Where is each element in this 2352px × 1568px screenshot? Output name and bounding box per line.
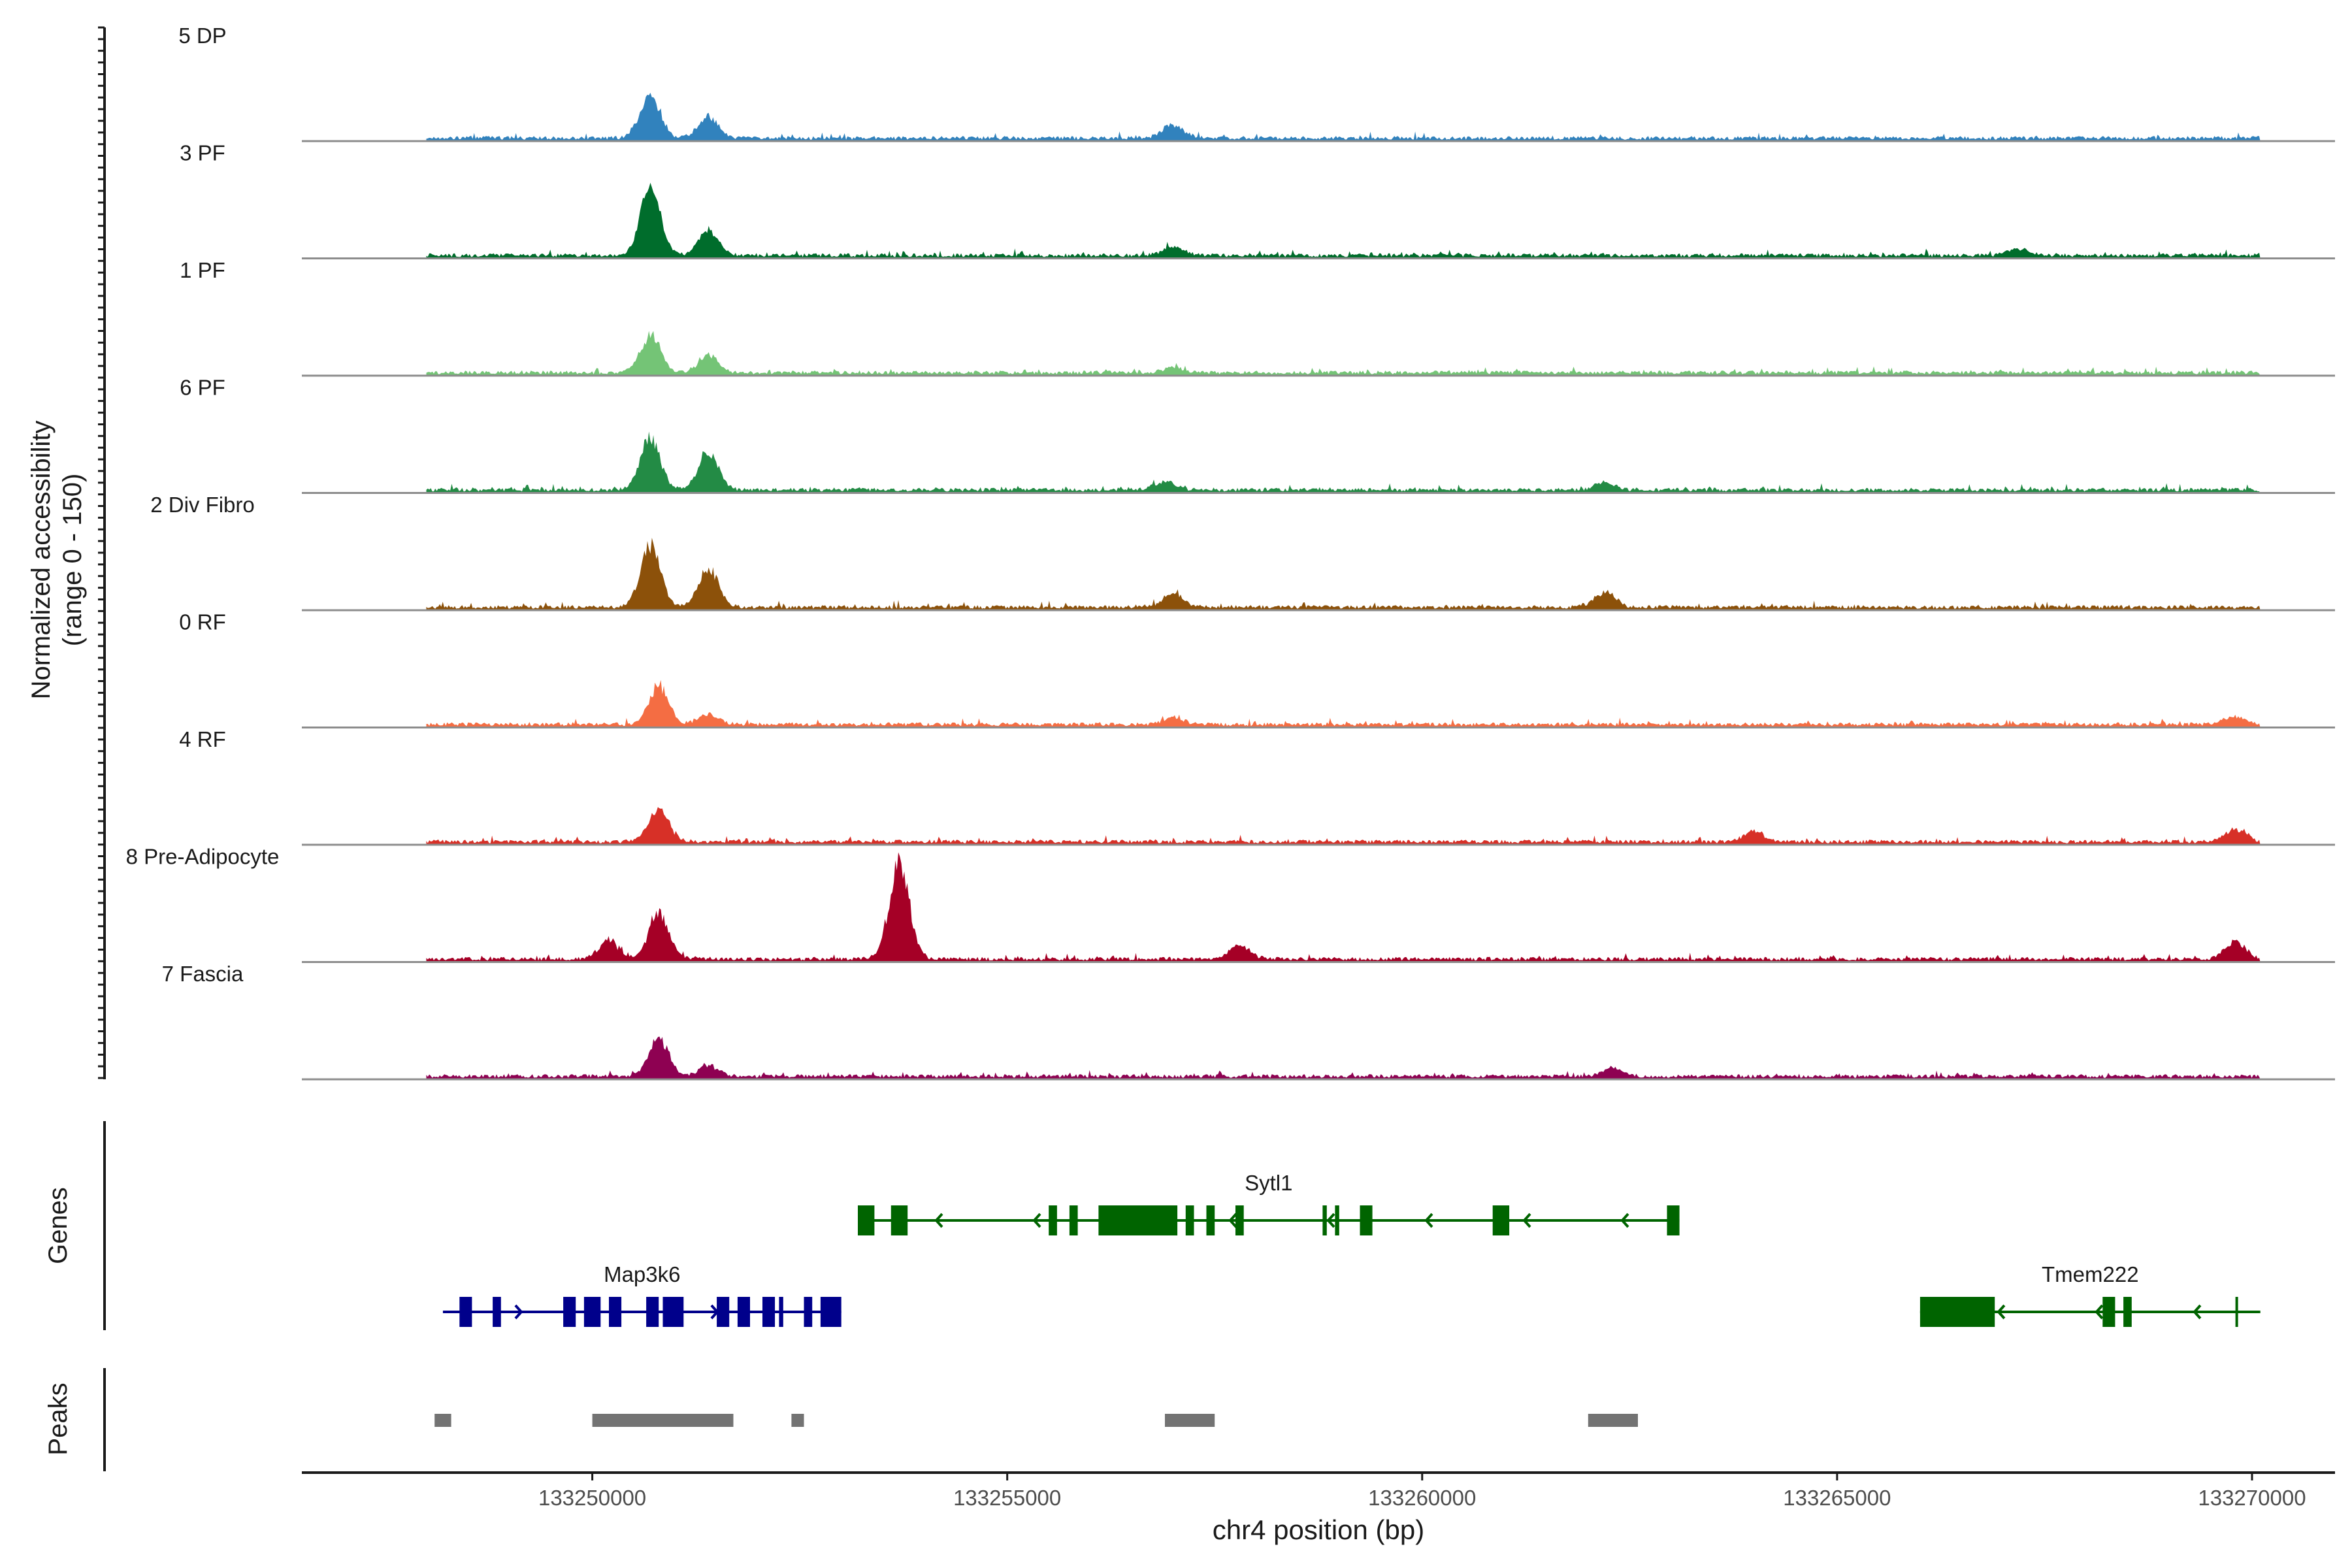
y-axis-label: Normalized accessibility [27,421,56,700]
exon [1049,1205,1057,1235]
coverage-area [426,93,2261,141]
exon [1069,1205,1078,1235]
exon [609,1297,622,1327]
exon [2235,1297,2238,1327]
coverage-track: 7 Fascia [162,962,2335,1081]
coverage-track: 2 Div Fibro [150,493,2335,612]
coverage-track: 5 DP [178,24,2335,142]
exon [890,1205,908,1235]
peak-regions [434,1414,1638,1427]
coverage-track: 1 PF [180,258,2335,377]
exon [662,1297,684,1327]
coverage-track: 8 Pre-Adipocyte [126,845,2335,963]
strand-arrow [1326,1213,1335,1228]
exon [858,1205,875,1235]
peak-region [592,1414,734,1427]
coverage-area [426,679,2261,728]
track-label: 5 DP [178,24,226,48]
track-label: 3 PF [180,141,225,165]
x-axis-label: chr4 position (bp) [1213,1514,1425,1545]
strand-arrow [514,1304,523,1320]
strand-arrow [1997,1304,2006,1320]
x-tick-label: 133270000 [2198,1486,2306,1510]
exon [804,1297,813,1327]
exon [717,1297,730,1327]
coverage-track: 4 RF [179,727,2335,846]
exon [1360,1205,1373,1235]
gene-name: Sytl1 [1245,1171,1292,1195]
strand-arrow [934,1213,943,1228]
peak-region [434,1414,451,1427]
exon [779,1297,783,1327]
strand-arrow [1424,1213,1433,1228]
strand-arrow [2193,1304,2202,1320]
peaks-panel-label: Peaks [44,1382,73,1455]
exon [1206,1205,1215,1235]
coverage-area [426,182,2261,259]
gene-name: Tmem222 [2042,1262,2139,1286]
x-tick-label: 133250000 [538,1486,646,1510]
x-ticks: 133250000 133255000 133260000 133265000 1332… [538,1473,2306,1510]
exon [820,1297,841,1327]
track-label: 0 RF [179,610,226,634]
exon [1492,1205,1510,1235]
gene-models: Sytl1 Map3k6 Tmem222 [442,1171,2261,1327]
coverage-track: 6 PF [180,376,2335,494]
track-label: 4 RF [179,727,226,751]
exon [583,1297,601,1327]
track-label: 1 PF [180,258,225,282]
genes-panel-label: Genes [44,1187,73,1264]
strand-arrow [1620,1213,1629,1228]
exon [1185,1205,1194,1235]
peak-region [1165,1414,1215,1427]
exon [1335,1205,1339,1235]
strand-arrow [1228,1213,1237,1228]
strand-arrow [1522,1213,1531,1228]
y-axis-sublabel: (range 0 - 150) [58,474,87,647]
gene-name: Map3k6 [604,1262,680,1286]
track-label: 6 PF [180,376,225,400]
track-label: 7 Fascia [162,962,244,986]
exon [1098,1205,1178,1235]
coverage-track: 0 RF [179,610,2335,728]
coverage-area [426,1036,2261,1079]
exon [646,1297,659,1327]
coverage-area [426,807,2261,845]
exon [2102,1297,2115,1327]
track-label: 8 Pre-Adipocyte [126,845,280,869]
strand-arrow [2095,1304,2104,1320]
strand-arrow [1032,1213,1041,1228]
exon [1667,1205,1680,1235]
gene-model: Tmem222 [1919,1262,2261,1327]
exon [737,1297,750,1327]
exon [1919,1297,1995,1327]
exon [1235,1205,1244,1235]
track-label: 2 Div Fibro [150,493,255,517]
peak-region [1588,1414,1638,1427]
coverage-area [426,431,2261,493]
x-tick-label: 133255000 [953,1486,1061,1510]
coverage-area [426,331,2261,376]
x-tick-label: 133265000 [1783,1486,1891,1510]
exon [459,1297,472,1327]
coverage-track: 3 PF [180,141,2335,259]
exon [2123,1297,2132,1327]
gene-model: Map3k6 [442,1262,841,1327]
peak-region [791,1414,804,1427]
coverage-area [426,538,2261,610]
x-tick-label: 133260000 [1368,1486,1476,1510]
axes-layer [98,26,2335,1474]
exon [493,1297,501,1327]
exon [563,1297,576,1327]
exon [1322,1205,1327,1235]
exon [762,1297,776,1327]
coverage-tracks: 5 DP 3 PF 1 PF 6 PF 2 Div Fibro 0 RF 4 RF 8 Pre… [126,24,2335,1081]
gene-model: Sytl1 [858,1171,1680,1235]
coverage-area [426,852,2261,962]
